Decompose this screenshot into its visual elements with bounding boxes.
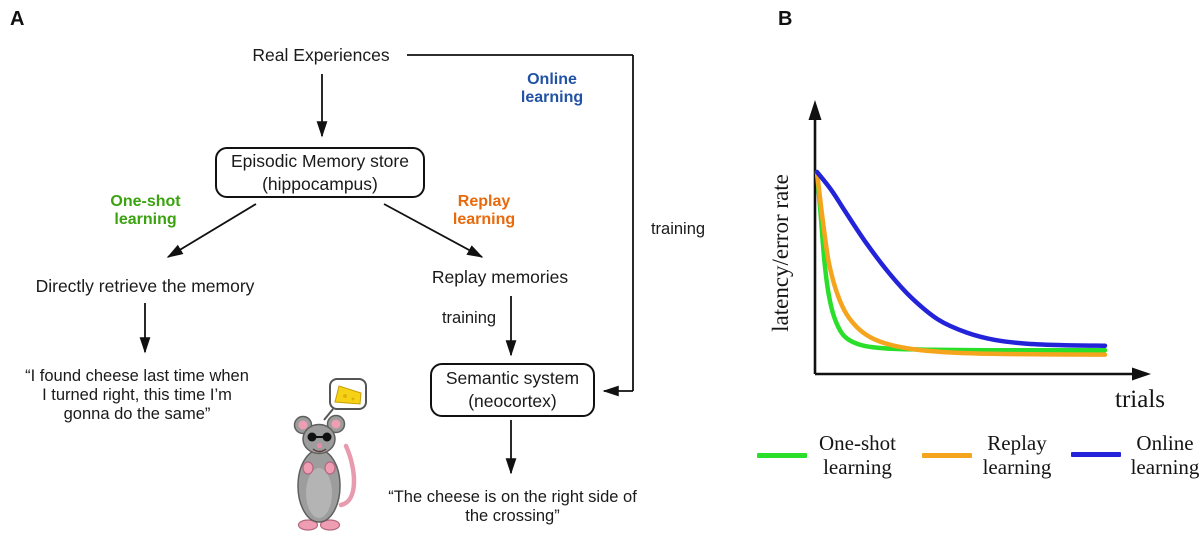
one-shot-learning-label: One-shot learning [110,193,181,228]
legend-swatch-online [1071,452,1121,457]
training-label-right: training [650,220,706,238]
mouse-paw [324,461,336,475]
x-axis-label: trials [1115,386,1165,413]
legend-swatch-replay [922,453,972,458]
episodic-memory-store-box: Episodic Memory store (hippocampus) [215,147,425,198]
panel-b-label: B [778,8,793,30]
mouse-ear-inner [298,420,308,430]
glasses-lens [307,432,317,442]
y-axis-label: latency/error rate [768,174,793,332]
y-axis-arrowhead-icon [808,100,822,120]
node-directly-retrieve: Directly retrieve the memory [35,276,255,296]
training-label-middle: training [441,309,497,327]
legend-swatch-one-shot [757,453,807,458]
legend-label-replay: Replay learning [982,431,1052,479]
cheese-icon [334,385,362,405]
arrow-episodic-to-replay [383,203,484,258]
mouse-foot [297,519,319,531]
node-replay-memories: Replay memories [431,267,569,287]
curve-online [814,169,1108,348]
quote-one-shot: “I found cheese last time when I turned … [25,367,249,423]
mouse-nose [316,442,323,449]
curve-replay [814,169,1108,357]
legend-label-one-shot: One-shot learning [819,431,896,479]
legend-label-online: Online learning [1130,431,1200,479]
mouse-illustration [293,378,367,531]
mouse-ear-inner [331,419,341,429]
quote-semantic: “The cheese is on the right side of the … [388,488,637,525]
replay-learning-label: Replay learning [452,193,516,228]
mouse-foot [319,519,341,531]
bubble-tail [323,408,334,421]
cheese-hole [351,397,355,401]
flowchart-arrows [139,54,634,475]
online-learning-label: Online learning [520,71,584,106]
glasses-lens [322,432,332,442]
node-real-experiences: Real Experiences [252,45,390,65]
arrow-episodic-to-retrieve [166,203,257,258]
learning-curves-chart [808,100,1151,381]
mouse-head [302,423,336,455]
panel-a-label: A [10,8,25,30]
mouse-smile [312,448,327,453]
curve-one-shot [814,169,1108,353]
semantic-system-box: Semantic system (neocortex) [430,363,595,417]
cheese-hole [343,394,347,398]
mouse-paw [302,461,314,475]
x-axis-arrowhead-icon [1132,367,1151,381]
mouse-tail [338,443,357,508]
mouse-belly [306,468,332,518]
